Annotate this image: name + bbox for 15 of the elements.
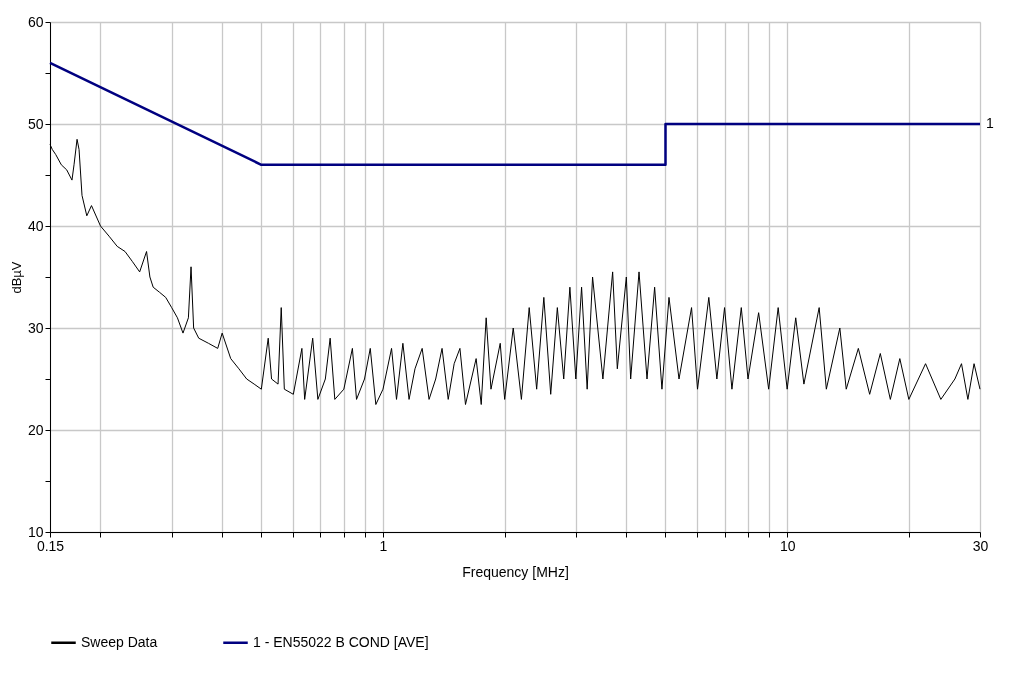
annotation: 1 — [986, 115, 994, 131]
x-tick-label: 1 — [379, 537, 388, 554]
x-tick-label: 30 — [972, 537, 989, 554]
y-tick-label: 40 — [27, 217, 44, 234]
legend-label: 1 - EN55022 B COND [AVE] — [253, 633, 429, 650]
y-tick-label: 20 — [27, 421, 44, 438]
y-tick-label: 60 — [27, 13, 44, 30]
y-tick-label: 50 — [27, 115, 44, 132]
y-tick-label: 30 — [27, 319, 44, 336]
legend-label: Sweep Data — [81, 633, 158, 650]
y-tick-label: 10 — [27, 523, 44, 540]
x-tick-label: 0.15 — [36, 537, 65, 554]
x-tick-label: 10 — [779, 537, 796, 554]
y-axis-title: dBµV — [8, 261, 24, 294]
x-axis-title: Frequency [MHz] — [462, 563, 569, 580]
